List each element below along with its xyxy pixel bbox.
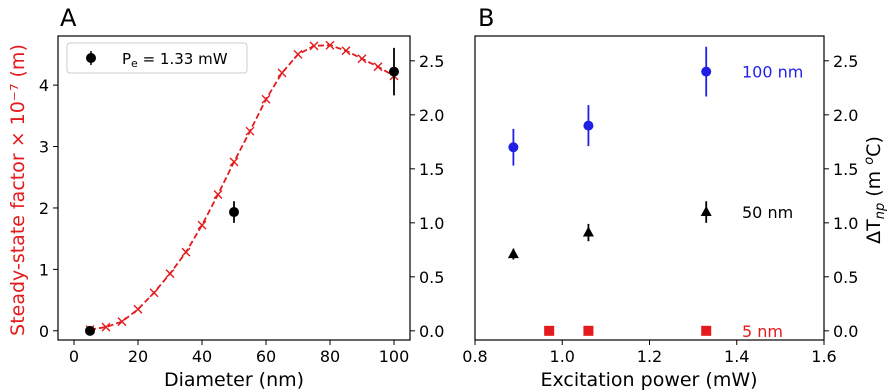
legend-marker [86,53,96,63]
x-tick-label: 0.8 [462,347,487,366]
y-tick-label: 3 [39,138,49,157]
x-marker [149,288,159,298]
panel-a-x-label: Diameter (nm) [164,369,304,391]
y-tick-label: 0.0 [833,322,858,341]
series-label: 5 nm [742,322,783,341]
x-marker [245,126,255,136]
x-tick-label: 20 [128,347,148,366]
x-marker [181,247,191,257]
y-tick-label: 2 [39,199,49,218]
y2-tick-label: 0.0 [419,322,444,341]
data-point [582,226,594,237]
data-point [583,325,594,336]
x-marker [357,54,367,64]
panel-a-y-ticks: 0 1 2 3 4 [39,76,58,341]
x-tick-label: 1.4 [724,347,749,366]
panel-a-legend: Pe = 1.33 mW [66,42,248,74]
data-point [508,142,519,153]
y-tick-label: 2.5 [833,52,858,71]
panel-b-x-label: Excitation power (mW) [540,369,757,391]
x-marker [213,189,223,199]
panel-a-label: A [60,4,77,32]
x-tick-label: 0 [69,347,79,366]
data-point [701,66,712,77]
y2-tick-label: 1.0 [419,214,444,233]
panel-b-series-labels: 100 nm 50 nm 5 nm [742,63,803,341]
y-tick-label: 1 [39,260,49,279]
data-point [544,325,555,336]
x-tick-label: 1.0 [550,347,575,366]
data-point [389,66,399,77]
panel-b-y-ticks: 0.0 0.5 1.0 1.5 2.0 2.5 [824,52,858,341]
panel-b-y-label-main: ΔT [863,219,885,244]
x-marker [261,94,271,104]
data-point [700,206,712,217]
series-label: 50 nm [742,203,793,222]
x-marker [325,40,335,50]
x-marker [165,269,175,279]
x-marker [309,41,319,51]
panel-a-x-ticks: 0 20 40 60 80 100 [69,340,409,366]
x-tick-label: 1.2 [637,347,662,366]
series-label: 100 nm [742,63,803,82]
x-tick-label: 40 [192,347,212,366]
legend-label-p: P [122,50,131,68]
panel-b: B 0.8 1.0 1.2 1.4 1.6 0.0 0.5 1.0 1.5 2.0 2.5 Exc… [462,4,888,391]
data-point [229,207,239,218]
legend-label-rest: = 1.33 mW [138,50,228,68]
y-tick-label: 1.0 [833,214,858,233]
x-marker [117,317,127,327]
x-tick-label: 100 [379,347,410,366]
panel-b-x-ticks: 0.8 1.0 1.2 1.4 1.6 [462,340,837,366]
panel-b-y-label: ΔTnp (m oC) [862,136,888,244]
x-marker [277,68,287,78]
y-tick-label: 2.0 [833,106,858,125]
x-marker [229,157,239,167]
panel-b-y-label-end: C) [863,136,885,157]
panel-b-y-label-rest: (m [863,165,885,203]
y-tick-label: 1.5 [833,160,858,179]
y2-tick-label: 1.5 [419,160,444,179]
panel-b-label: B [478,4,494,32]
data-point [85,325,95,336]
y2-tick-label: 2.5 [419,52,444,71]
y2-tick-label: 2.0 [419,106,444,125]
data-point [583,120,594,131]
y2-tick-label: 0.5 [419,268,444,287]
x-marker [101,322,111,332]
x-marker [293,49,303,59]
panel-a-y2-ticks: 0.0 0.5 1.0 1.5 2.0 2.5 [410,52,444,341]
data-point [507,248,519,259]
panel-a-y-label: Steady-state factor × 10⁻⁷ (m) [7,44,29,336]
y-tick-label: 4 [39,76,49,95]
y-tick-label: 0 [39,322,49,341]
panel-a-plot-frame [57,35,411,341]
panel-b-series [507,46,712,336]
x-marker [373,62,383,72]
panel-a-series [85,40,399,336]
steady-state-curve [89,44,395,331]
data-point [701,325,712,336]
x-tick-label: 80 [320,347,340,366]
x-tick-label: 60 [256,347,276,366]
x-tick-label: 1.6 [811,347,836,366]
x-marker [197,220,207,230]
legend-label: Pe = 1.33 mW [122,50,228,70]
x-marker [133,304,143,314]
y-tick-label: 0.5 [833,268,858,287]
panel-b-y-label-sub: np [873,203,888,220]
panel-b-y-label-sup: o [862,157,877,165]
x-marker [341,46,351,56]
legend-label-sub: e [131,57,138,70]
legend-box [66,42,248,74]
